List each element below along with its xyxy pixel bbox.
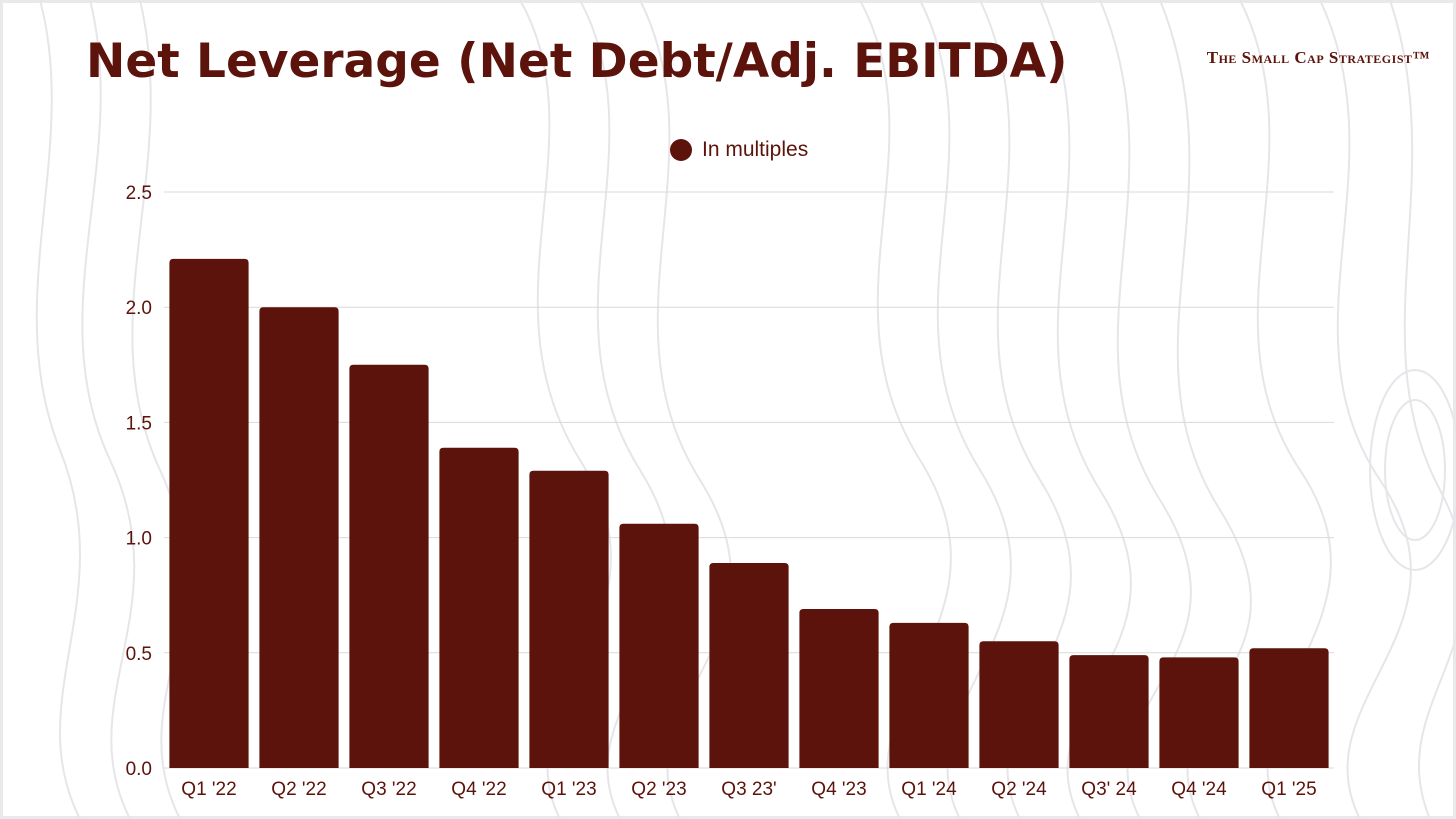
- y-tick-label: 2.5: [126, 183, 152, 204]
- x-tick-label: Q3' 24: [1081, 779, 1137, 800]
- chart-title: Net Leverage (Net Debt/Adj. EBITDA): [86, 34, 1068, 89]
- bar: [799, 609, 879, 768]
- x-tick-label: Q4 '23: [811, 779, 866, 800]
- x-tick-label: Q2 '24: [991, 779, 1047, 800]
- y-axis-ticks: 0.0 0.5 1.0 1.5 2.0 2.5: [126, 183, 152, 780]
- brand-logo: The Small Cap Strategist™: [1206, 48, 1430, 67]
- x-tick-label: Q1 '24: [901, 779, 957, 800]
- bar: [1249, 648, 1329, 768]
- x-tick-label: Q2 '22: [271, 779, 326, 800]
- x-tick-label: Q2 '23: [631, 779, 686, 800]
- x-tick-label: Q1 '23: [541, 779, 596, 800]
- y-tick-label: 0.0: [126, 759, 152, 780]
- bar: [169, 258, 249, 768]
- x-tick-label: Q1 '22: [181, 779, 236, 800]
- x-tick-label: Q4 '24: [1171, 779, 1227, 800]
- bar: [619, 523, 699, 768]
- bar: [349, 364, 429, 768]
- legend-label: In multiples: [702, 138, 809, 161]
- bar: [889, 622, 969, 768]
- y-tick-label: 1.0: [126, 529, 152, 550]
- y-tick-label: 0.5: [126, 644, 152, 665]
- bar: [439, 447, 519, 768]
- bar: [259, 307, 339, 768]
- bars: [169, 258, 1329, 768]
- bar: [709, 562, 789, 768]
- bar: [1159, 657, 1239, 768]
- x-axis-ticks: Q1 '22 Q2 '22 Q3 '22 Q4 '22 Q1 '23 Q2 '23 Q3 2…: [181, 779, 1316, 800]
- bar: [529, 470, 609, 768]
- x-tick-label: Q1 '25: [1261, 779, 1316, 800]
- bar: [979, 641, 1059, 768]
- legend-swatch: [670, 139, 692, 161]
- bar: [1069, 655, 1149, 768]
- legend: In multiples: [670, 138, 808, 162]
- y-tick-label: 2.0: [126, 298, 152, 319]
- x-tick-label: Q3 '22: [361, 779, 416, 800]
- x-tick-label: Q3 23': [721, 779, 776, 800]
- y-tick-label: 1.5: [126, 413, 152, 434]
- x-tick-label: Q4 '22: [451, 779, 506, 800]
